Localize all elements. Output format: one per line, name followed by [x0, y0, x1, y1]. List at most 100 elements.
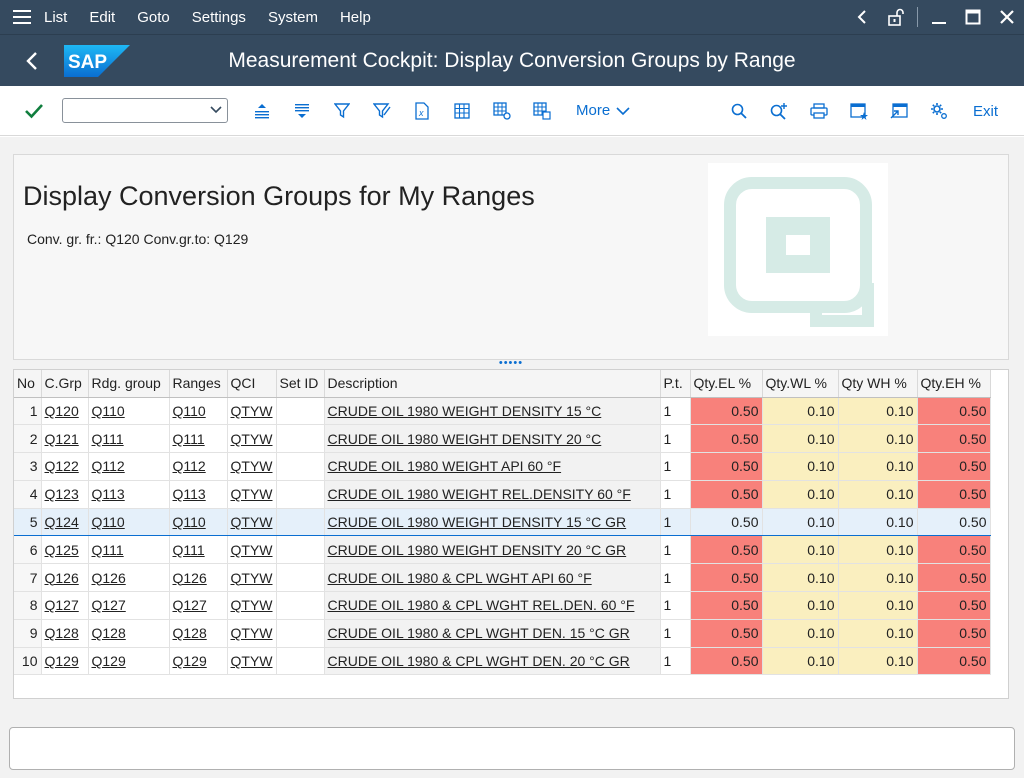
filter-button[interactable] — [322, 91, 362, 131]
range-link[interactable]: Q127 — [169, 591, 228, 620]
find-next-button[interactable] — [759, 91, 799, 131]
command-input[interactable] — [63, 99, 203, 122]
conversion-group-link[interactable]: Q127 — [41, 591, 89, 620]
conversion-group-link[interactable]: Q128 — [41, 619, 89, 648]
conversion-group-link[interactable]: Q125 — [41, 535, 89, 565]
conversion-group-link[interactable]: Q123 — [41, 480, 89, 509]
qci-link[interactable]: QTYW — [227, 424, 277, 454]
table-view-button[interactable] — [442, 91, 482, 131]
qci-link[interactable]: QTYW — [227, 452, 277, 481]
column-header-qty-eh[interactable]: Qty.EH % — [917, 370, 991, 398]
reading-group-link[interactable]: Q112 — [88, 452, 170, 481]
menu-goto[interactable]: Goto — [137, 8, 170, 26]
table-row[interactable]: 9 Q128 Q128 Q128 QTYW CRUDE OIL 1980 & CPL WG… — [14, 619, 991, 648]
column-header-qty-el[interactable]: Qty.EL % — [690, 370, 763, 398]
table-row[interactable]: 4 Q123 Q113 Q113 QTYW CRUDE OIL 1980 WEIGHT R… — [14, 480, 991, 509]
range-link[interactable]: Q112 — [169, 452, 228, 481]
settings-button[interactable] — [919, 91, 959, 131]
column-header-no[interactable]: No — [14, 370, 42, 398]
conversion-group-link[interactable]: Q122 — [41, 452, 89, 481]
range-link[interactable]: Q128 — [169, 619, 228, 648]
open-window-button[interactable] — [879, 91, 919, 131]
sort-ascending-button[interactable] — [242, 91, 282, 131]
table-row[interactable]: 7 Q126 Q126 Q126 QTYW CRUDE OIL 1980 & CPL WG… — [14, 563, 991, 593]
menu-system[interactable]: System — [267, 8, 318, 26]
menu-help[interactable]: Help — [339, 8, 371, 26]
reading-group-link[interactable]: Q111 — [88, 424, 170, 454]
reading-group-link[interactable]: Q128 — [88, 619, 170, 648]
conversion-group-link[interactable]: Q124 — [41, 507, 89, 537]
range-link[interactable]: Q111 — [169, 424, 228, 454]
conversion-group-link[interactable]: Q121 — [41, 424, 89, 454]
reading-group-link[interactable]: Q129 — [88, 647, 170, 676]
print-button[interactable] — [799, 91, 839, 131]
conversion-group-link[interactable]: Q129 — [41, 647, 89, 676]
new-window-button[interactable] — [839, 91, 879, 131]
menu-edit[interactable]: Edit — [89, 8, 116, 26]
column-header-cgrp[interactable]: C.Grp — [41, 370, 89, 398]
table-row[interactable]: 5 Q124 Q110 Q110 QTYW CRUDE OIL 1980 WEIGHT D… — [14, 507, 991, 537]
table-row[interactable]: 10 Q129 Q129 Q129 QTYW CRUDE OIL 1980 & CPL W… — [14, 647, 991, 676]
column-header-qty-wl[interactable]: Qty.WL % — [762, 370, 839, 398]
maximize-button[interactable] — [956, 0, 990, 34]
reading-group-link[interactable]: Q111 — [88, 535, 170, 565]
description-link[interactable]: CRUDE OIL 1980 WEIGHT DENSITY 15 °C — [324, 397, 661, 426]
qci-link[interactable]: QTYW — [227, 619, 277, 648]
range-link[interactable]: Q113 — [169, 480, 228, 509]
column-header-pt[interactable]: P.t. — [660, 370, 691, 398]
qci-link[interactable]: QTYW — [227, 563, 277, 593]
table-row[interactable]: 1 Q120 Q110 Q110 QTYW CRUDE OIL 1980 WEIGHT D… — [14, 397, 991, 426]
description-link[interactable]: CRUDE OIL 1980 & CPL WGHT DEN. 15 °C GR — [324, 619, 661, 648]
formula-button[interactable]: x — [402, 91, 442, 131]
description-link[interactable]: CRUDE OIL 1980 WEIGHT REL.DENSITY 60 °F — [324, 480, 661, 509]
column-header-description[interactable]: Description — [324, 370, 661, 398]
description-link[interactable]: CRUDE OIL 1980 WEIGHT DENSITY 15 °C GR — [324, 507, 661, 537]
exit-button[interactable]: Exit — [972, 102, 998, 120]
table-row[interactable]: 6 Q125 Q111 Q111 QTYW CRUDE OIL 1980 WEIGHT D… — [14, 535, 991, 565]
qci-link[interactable]: QTYW — [227, 591, 277, 620]
column-header-set-id[interactable]: Set ID — [276, 370, 325, 398]
column-header-qty-wh[interactable]: Qty WH % — [838, 370, 918, 398]
table-settings-button[interactable] — [482, 91, 522, 131]
table-row[interactable]: 2 Q121 Q111 Q111 QTYW CRUDE OIL 1980 WEIGHT D… — [14, 424, 991, 454]
column-header-rdg-group[interactable]: Rdg. group — [88, 370, 170, 398]
reading-group-link[interactable]: Q110 — [88, 397, 170, 426]
range-link[interactable]: Q110 — [169, 507, 228, 537]
qci-link[interactable]: QTYW — [227, 397, 277, 426]
range-link[interactable]: Q126 — [169, 563, 228, 593]
panel-splitter-handle[interactable]: ••••• — [498, 357, 524, 369]
description-link[interactable]: CRUDE OIL 1980 & CPL WGHT API 60 °F — [324, 563, 661, 593]
reading-group-link[interactable]: Q126 — [88, 563, 170, 593]
reading-group-link[interactable]: Q127 — [88, 591, 170, 620]
collapse-left-button[interactable] — [845, 0, 879, 34]
filter-settings-button[interactable] — [362, 91, 402, 131]
menu-settings[interactable]: Settings — [191, 8, 246, 26]
reading-group-link[interactable]: Q110 — [88, 507, 170, 537]
close-button[interactable] — [990, 0, 1024, 34]
qci-link[interactable]: QTYW — [227, 647, 277, 676]
conversion-group-link[interactable]: Q120 — [41, 397, 89, 426]
minimize-button[interactable] — [922, 0, 956, 34]
qci-link[interactable]: QTYW — [227, 480, 277, 509]
table-row[interactable]: 8 Q127 Q127 Q127 QTYW CRUDE OIL 1980 & CPL WG… — [14, 591, 991, 620]
enter-button[interactable] — [14, 91, 54, 131]
hamburger-menu-button[interactable] — [0, 0, 44, 34]
find-button[interactable] — [719, 91, 759, 131]
range-link[interactable]: Q129 — [169, 647, 228, 676]
menu-list[interactable]: List — [44, 8, 68, 26]
more-button[interactable]: More — [576, 102, 630, 119]
column-header-ranges[interactable]: Ranges — [169, 370, 228, 398]
sort-descending-button[interactable] — [282, 91, 322, 131]
unlock-button[interactable] — [879, 0, 913, 34]
description-link[interactable]: CRUDE OIL 1980 WEIGHT API 60 °F — [324, 452, 661, 481]
back-button[interactable] — [0, 35, 64, 87]
description-link[interactable]: CRUDE OIL 1980 & CPL WGHT DEN. 20 °C GR — [324, 647, 661, 676]
column-header-qci[interactable]: QCI — [227, 370, 277, 398]
description-link[interactable]: CRUDE OIL 1980 WEIGHT DENSITY 20 °C — [324, 424, 661, 454]
table-row[interactable]: 3 Q122 Q112 Q112 QTYW CRUDE OIL 1980 WEIGHT A… — [14, 452, 991, 481]
range-link[interactable]: Q111 — [169, 535, 228, 565]
conversion-group-link[interactable]: Q126 — [41, 563, 89, 593]
range-link[interactable]: Q110 — [169, 397, 228, 426]
description-link[interactable]: CRUDE OIL 1980 WEIGHT DENSITY 20 °C GR — [324, 535, 661, 565]
reading-group-link[interactable]: Q113 — [88, 480, 170, 509]
